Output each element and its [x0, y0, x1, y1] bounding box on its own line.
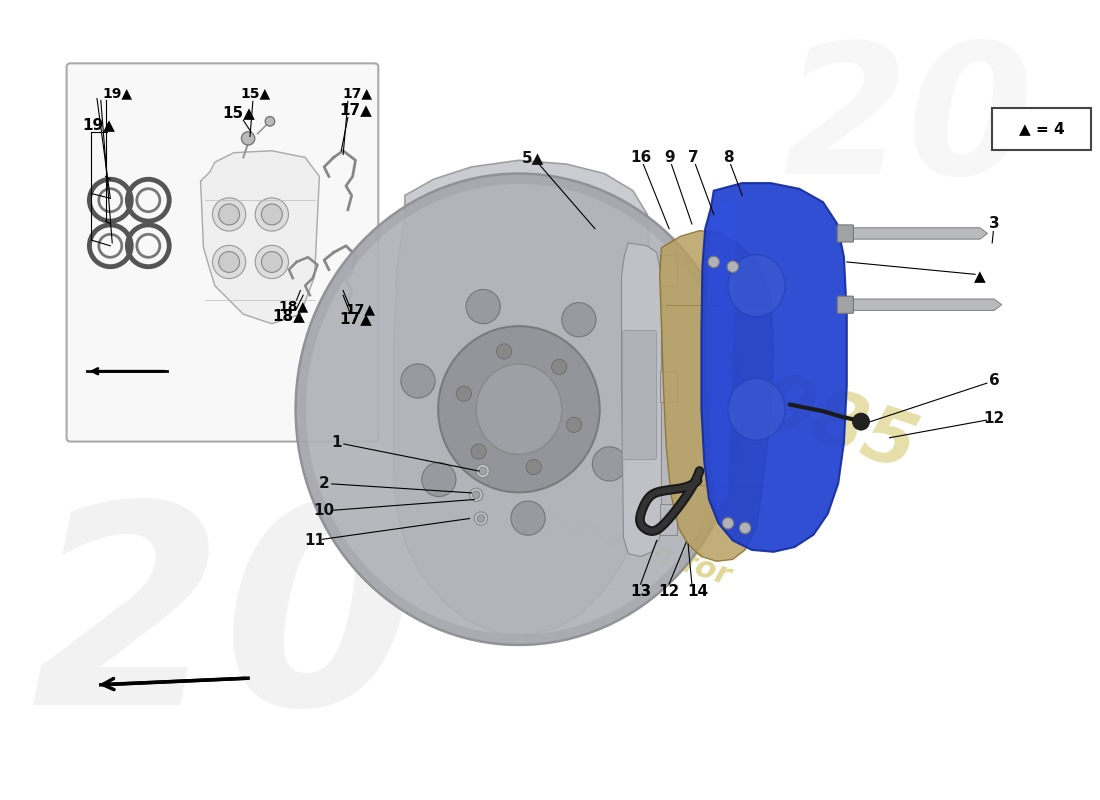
Text: 17▲: 17▲	[345, 302, 375, 317]
Ellipse shape	[728, 378, 785, 440]
Text: 2: 2	[319, 476, 330, 491]
Ellipse shape	[255, 198, 288, 231]
Polygon shape	[842, 299, 1002, 310]
Ellipse shape	[255, 246, 288, 278]
Polygon shape	[394, 160, 650, 635]
Circle shape	[510, 501, 546, 535]
Text: 10: 10	[314, 503, 334, 518]
Ellipse shape	[438, 326, 600, 493]
Text: 6: 6	[989, 374, 1000, 388]
Circle shape	[852, 413, 870, 430]
Circle shape	[526, 459, 541, 474]
Text: 13: 13	[630, 584, 651, 599]
Text: 12: 12	[659, 584, 680, 599]
Text: 1: 1	[331, 435, 342, 450]
Circle shape	[476, 464, 490, 478]
Circle shape	[478, 467, 486, 475]
Ellipse shape	[212, 246, 245, 278]
Circle shape	[471, 444, 486, 459]
Circle shape	[241, 132, 255, 145]
Polygon shape	[200, 150, 319, 324]
FancyBboxPatch shape	[837, 225, 854, 242]
Circle shape	[739, 522, 751, 534]
Circle shape	[470, 488, 483, 502]
Text: 19▲: 19▲	[103, 86, 133, 100]
Circle shape	[566, 417, 582, 432]
Text: 12: 12	[983, 411, 1004, 426]
Circle shape	[466, 290, 500, 324]
Text: 17▲: 17▲	[339, 102, 372, 118]
Text: 20: 20	[31, 493, 418, 763]
Text: 7: 7	[688, 150, 698, 165]
Ellipse shape	[262, 204, 283, 225]
Bar	[660, 504, 676, 534]
FancyBboxPatch shape	[623, 330, 657, 460]
Bar	[660, 371, 676, 402]
Text: a passion for: a passion for	[513, 494, 734, 590]
Circle shape	[723, 518, 734, 529]
Text: 15▲: 15▲	[222, 106, 255, 120]
Ellipse shape	[212, 198, 245, 231]
Ellipse shape	[219, 251, 240, 273]
Text: 5▲: 5▲	[522, 150, 544, 165]
Polygon shape	[707, 198, 737, 509]
Ellipse shape	[728, 255, 785, 317]
FancyBboxPatch shape	[992, 108, 1091, 150]
Text: 17▲: 17▲	[339, 311, 372, 326]
Circle shape	[727, 261, 738, 273]
Text: 20: 20	[783, 36, 1034, 212]
Circle shape	[708, 256, 719, 268]
Circle shape	[265, 117, 275, 126]
Text: 18▲: 18▲	[273, 309, 306, 324]
Circle shape	[551, 359, 566, 374]
Text: 9: 9	[663, 150, 674, 165]
Ellipse shape	[296, 174, 742, 645]
Text: 16: 16	[630, 150, 651, 165]
Text: ▲ = 4: ▲ = 4	[1019, 122, 1065, 137]
Text: 3: 3	[989, 217, 1000, 231]
Circle shape	[421, 462, 456, 497]
Circle shape	[562, 302, 596, 337]
Text: ▲: ▲	[974, 269, 986, 284]
Bar	[660, 255, 676, 286]
Text: 8: 8	[723, 150, 734, 165]
Polygon shape	[842, 228, 988, 239]
Polygon shape	[621, 243, 661, 557]
Polygon shape	[660, 230, 773, 562]
Circle shape	[593, 446, 627, 481]
FancyBboxPatch shape	[837, 296, 854, 314]
Ellipse shape	[476, 364, 562, 454]
FancyBboxPatch shape	[67, 63, 378, 442]
Circle shape	[472, 491, 480, 498]
Text: 15▲: 15▲	[241, 86, 271, 101]
Text: 11: 11	[304, 533, 326, 548]
Text: 14: 14	[688, 584, 708, 599]
Circle shape	[400, 364, 436, 398]
Text: 1985: 1985	[701, 350, 926, 486]
Text: 19▲: 19▲	[82, 117, 116, 132]
Circle shape	[496, 344, 512, 359]
Ellipse shape	[262, 251, 283, 273]
Ellipse shape	[219, 204, 240, 225]
Text: 17▲: 17▲	[342, 86, 373, 101]
Circle shape	[456, 386, 472, 402]
Circle shape	[474, 512, 487, 525]
Polygon shape	[702, 183, 847, 552]
Circle shape	[477, 514, 485, 522]
Text: 18▲: 18▲	[278, 300, 309, 314]
